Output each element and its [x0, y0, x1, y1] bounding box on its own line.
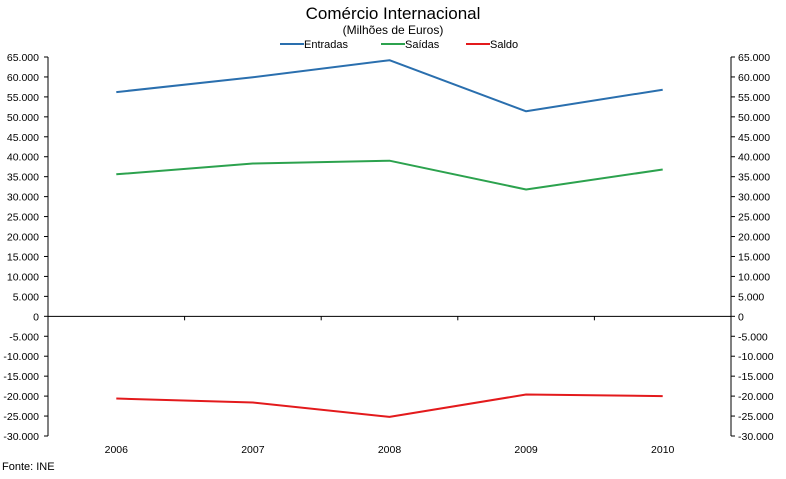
legend-label-saldo: Saldo: [490, 39, 518, 51]
y-tick-label-left: 0: [33, 311, 39, 323]
y-tick-label-right: 45.000: [738, 132, 770, 144]
y-tick-label-left: 40.000: [7, 152, 39, 164]
y-tick-label-left: -5.000: [9, 331, 39, 343]
y-tick-label-left: -25.000: [3, 411, 39, 423]
y-tick-label-right: 35.000: [738, 172, 770, 184]
chart-series: [116, 59, 663, 418]
y-tick-label-left: 50.000: [7, 112, 39, 124]
y-tick-label-left: 20.000: [7, 232, 39, 244]
y-tick-label-left: 65.000: [7, 52, 39, 64]
source-note: Fonte: INE: [2, 461, 55, 473]
y-tick-label-left: 5.000: [13, 291, 39, 303]
y-tick-label-left: -15.000: [3, 371, 39, 383]
x-tick-label: 2008: [378, 444, 402, 456]
y-tick-label-left: 10.000: [7, 271, 39, 283]
legend-label-entradas: Entradas: [304, 39, 349, 51]
y-tick-label-right: -15.000: [738, 371, 774, 383]
y-tick-label-right: -10.000: [738, 351, 774, 363]
series-line-entradas: [116, 59, 663, 113]
chart-axes: 65.000 65.000 60.000 60.000 55.000 55.000 50.0…: [3, 52, 773, 456]
y-tick-label-left: 30.000: [7, 192, 39, 204]
x-tick-label: 2009: [514, 444, 538, 456]
y-tick-label-left: 55.000: [7, 92, 39, 104]
y-tick-label-left: -20.000: [3, 391, 39, 403]
y-tick-label-right: -5.000: [738, 331, 768, 343]
y-tick-label-left: 60.000: [7, 72, 39, 84]
chart-legend: Entradas Saídas Saldo: [280, 39, 518, 51]
y-tick-label-right: 25.000: [738, 212, 770, 224]
chart-subtitle: (Milhões de Euros): [343, 23, 444, 37]
x-tick-label: 2007: [241, 444, 265, 456]
y-tick-label-right: 30.000: [738, 192, 770, 204]
y-tick-label-left: 35.000: [7, 172, 39, 184]
y-tick-label-left: 45.000: [7, 132, 39, 144]
y-tick-label-right: -25.000: [738, 411, 774, 423]
y-tick-label-left: 15.000: [7, 251, 39, 263]
legend-label-saidas: Saídas: [405, 39, 440, 51]
y-tick-label-right: -30.000: [738, 431, 774, 443]
y-tick-label-left: 25.000: [7, 212, 39, 224]
series-line-saidas: [116, 159, 663, 191]
y-tick-label-left: -30.000: [3, 431, 39, 443]
y-tick-label-left: -10.000: [3, 351, 39, 363]
y-tick-label-right: 65.000: [738, 52, 770, 64]
y-tick-label-right: 50.000: [738, 112, 770, 124]
y-tick-label-right: -20.000: [738, 391, 774, 403]
x-tick-label: 2006: [105, 444, 129, 456]
chart-title: Comércio Internacional: [306, 4, 481, 23]
y-tick-label-right: 10.000: [738, 271, 770, 283]
series-line-saldo: [116, 393, 663, 418]
x-tick-label: 2010: [651, 444, 675, 456]
y-tick-label-right: 15.000: [738, 251, 770, 263]
y-tick-label-right: 0: [738, 311, 744, 323]
y-tick-label-right: 55.000: [738, 92, 770, 104]
y-tick-label-right: 60.000: [738, 72, 770, 84]
y-tick-label-right: 40.000: [738, 152, 770, 164]
y-tick-label-right: 20.000: [738, 232, 770, 244]
y-tick-label-right: 5.000: [738, 291, 764, 303]
